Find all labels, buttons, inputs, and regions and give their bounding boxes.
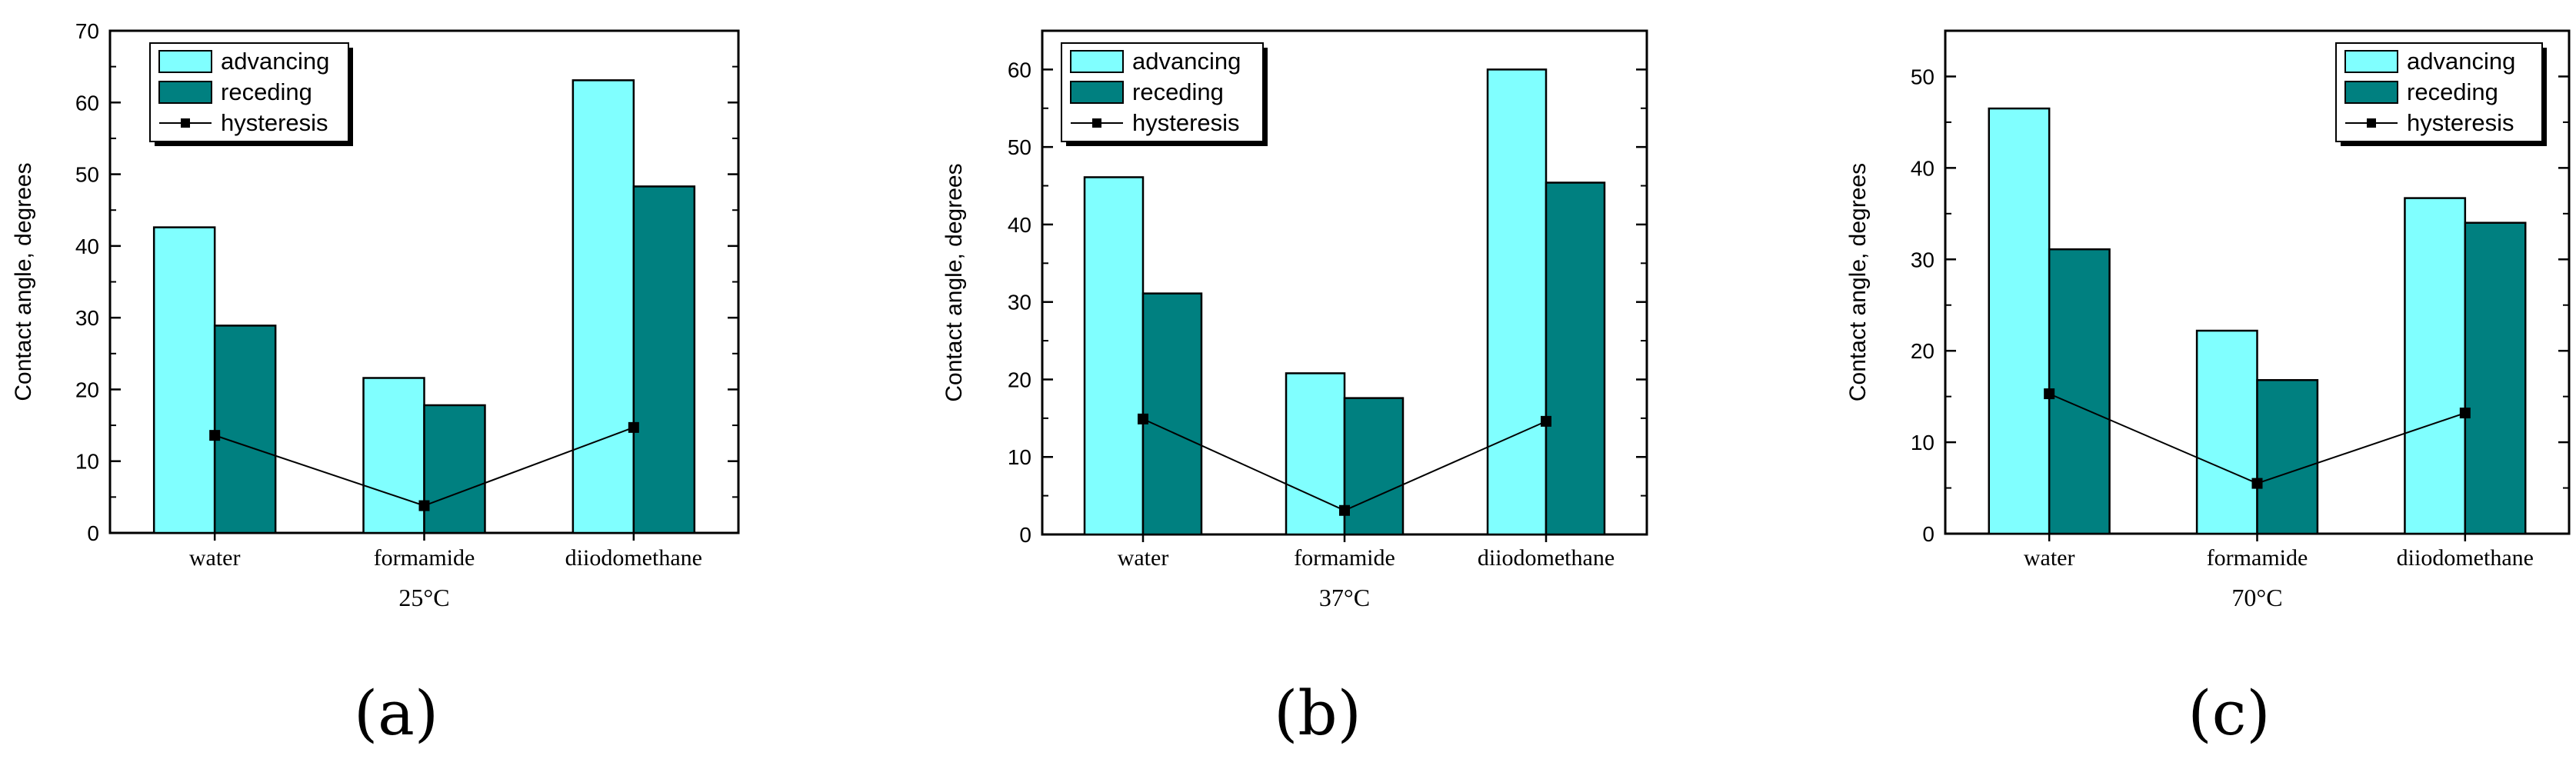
legend-label-advancing: advancing: [221, 48, 329, 75]
x-tick-label: water: [2024, 545, 2075, 571]
y-tick-label: 70: [75, 19, 99, 43]
bar-receding-water: [2048, 248, 2111, 535]
legend-marker-hysteresis: [181, 118, 190, 128]
legend-label-hysteresis: hysteresis: [221, 109, 328, 136]
legend-swatch-receding: [2344, 81, 2398, 104]
bar-receding-formamide: [423, 404, 486, 534]
y-tick-label: 10: [1008, 445, 1031, 469]
y-tick-label: 50: [1911, 65, 1934, 88]
y-tick-label: 60: [75, 91, 99, 115]
y-tick-label: 20: [1911, 339, 1934, 363]
bar-advancing-water: [1083, 176, 1145, 536]
bar-advancing-diiodomethane: [1486, 68, 1548, 536]
hysteresis-point: [1541, 415, 1551, 427]
x-tick-label: diiodomethane: [565, 545, 702, 571]
y-tick-label: 20: [1008, 368, 1031, 391]
bar-receding-diiodomethane: [632, 185, 696, 534]
y-tick-label: 50: [75, 163, 99, 187]
condition-label: 25°C: [398, 584, 449, 611]
y-tick-label: 30: [1008, 291, 1031, 315]
y-axis-label: Contact angle, degrees: [941, 163, 967, 401]
legend-swatch-advancing: [1070, 50, 1124, 73]
x-tick-label: water: [1118, 545, 1169, 571]
bar-receding-diiodomethane: [1545, 181, 1606, 536]
y-tick-label: 0: [1922, 522, 1934, 546]
legend: advancing receding hysteresis: [2335, 42, 2543, 142]
hysteresis-point: [2459, 408, 2471, 419]
legend-marker-hysteresis: [2367, 118, 2376, 128]
y-tick-label: 30: [1911, 248, 1934, 271]
bar-receding-formamide: [2256, 378, 2319, 535]
legend: advancing receding hysteresis: [149, 42, 349, 142]
x-tick-label: formamide: [1294, 545, 1395, 571]
x-tick-label: formamide: [2207, 545, 2308, 571]
legend-swatch-receding: [1070, 81, 1124, 104]
bar-receding-formamide: [1343, 397, 1405, 536]
legend-label-receding: receding: [221, 78, 312, 105]
y-tick-label: 60: [1008, 58, 1031, 82]
bar-advancing-diiodomethane: [572, 79, 635, 534]
legend-swatch-receding: [158, 81, 212, 104]
hysteresis-point: [628, 421, 639, 433]
hysteresis-point: [2044, 388, 2055, 400]
hysteresis-point: [1138, 413, 1148, 424]
y-tick-label: 10: [75, 450, 99, 474]
bar-advancing-water: [1988, 107, 2051, 535]
legend-label-hysteresis: hysteresis: [1132, 109, 1240, 136]
panel-label: (b): [1274, 677, 1361, 749]
legend-label-advancing: advancing: [1132, 48, 1241, 75]
condition-label: 37°C: [1319, 584, 1370, 611]
legend-label-advancing: advancing: [2407, 48, 2515, 75]
x-tick-label: diiodomethane: [2397, 545, 2534, 571]
x-tick-label: water: [189, 545, 241, 571]
panel-label: (c): [2188, 677, 2270, 749]
bar-advancing-water: [152, 226, 216, 534]
chart-panel-3: 0 10 20 30 40 50 Contact angle, degrees water fo…: [1845, 29, 2571, 749]
bar-advancing-formamide: [2195, 329, 2258, 535]
hysteresis-point: [209, 430, 221, 441]
y-tick-label: 10: [1911, 431, 1934, 454]
y-tick-label: 0: [1019, 523, 1031, 547]
y-tick-label: 50: [1008, 135, 1031, 159]
y-axis-label: Contact angle, degrees: [11, 162, 36, 401]
y-tick-label: 0: [87, 521, 99, 545]
panel-label: (a): [354, 677, 438, 749]
legend-label-hysteresis: hysteresis: [2407, 109, 2514, 136]
legend-marker-hysteresis: [1092, 118, 1101, 128]
legend: advancing receding hysteresis: [1061, 42, 1264, 142]
x-tick-label: diiodomethane: [1478, 545, 1615, 571]
condition-label: 70°C: [2231, 584, 2282, 611]
bar-advancing-formamide: [362, 377, 425, 534]
legend-label-receding: receding: [1132, 78, 1224, 105]
y-tick-label: 20: [75, 378, 99, 401]
chart-panel-1: 0 10 20 30 40 50 60 70 Contact angle, degrees wat…: [11, 19, 740, 749]
y-tick-label: 40: [1008, 213, 1031, 237]
hysteresis-point: [418, 500, 430, 511]
bar-advancing-diiodomethane: [2404, 197, 2467, 535]
bar-receding-water: [213, 325, 277, 534]
bar-receding-diiodomethane: [2464, 221, 2527, 535]
legend-swatch-advancing: [2344, 50, 2398, 73]
hysteresis-point: [1339, 504, 1350, 516]
y-axis-label: Contact angle, degrees: [1845, 163, 1871, 401]
x-tick-label: formamide: [374, 545, 475, 571]
bar-receding-water: [1141, 292, 1203, 536]
chart-panel-2: 0 10 20 30 40 50 60 Contact angle, degrees water…: [941, 29, 1648, 749]
legend-label-receding: receding: [2407, 78, 2498, 105]
legend-swatch-advancing: [158, 50, 212, 73]
bar-advancing-formamide: [1285, 372, 1346, 536]
hysteresis-point: [2251, 478, 2263, 489]
y-tick-label: 40: [1911, 156, 1934, 180]
y-tick-label: 30: [75, 306, 99, 330]
y-tick-label: 40: [75, 235, 99, 258]
